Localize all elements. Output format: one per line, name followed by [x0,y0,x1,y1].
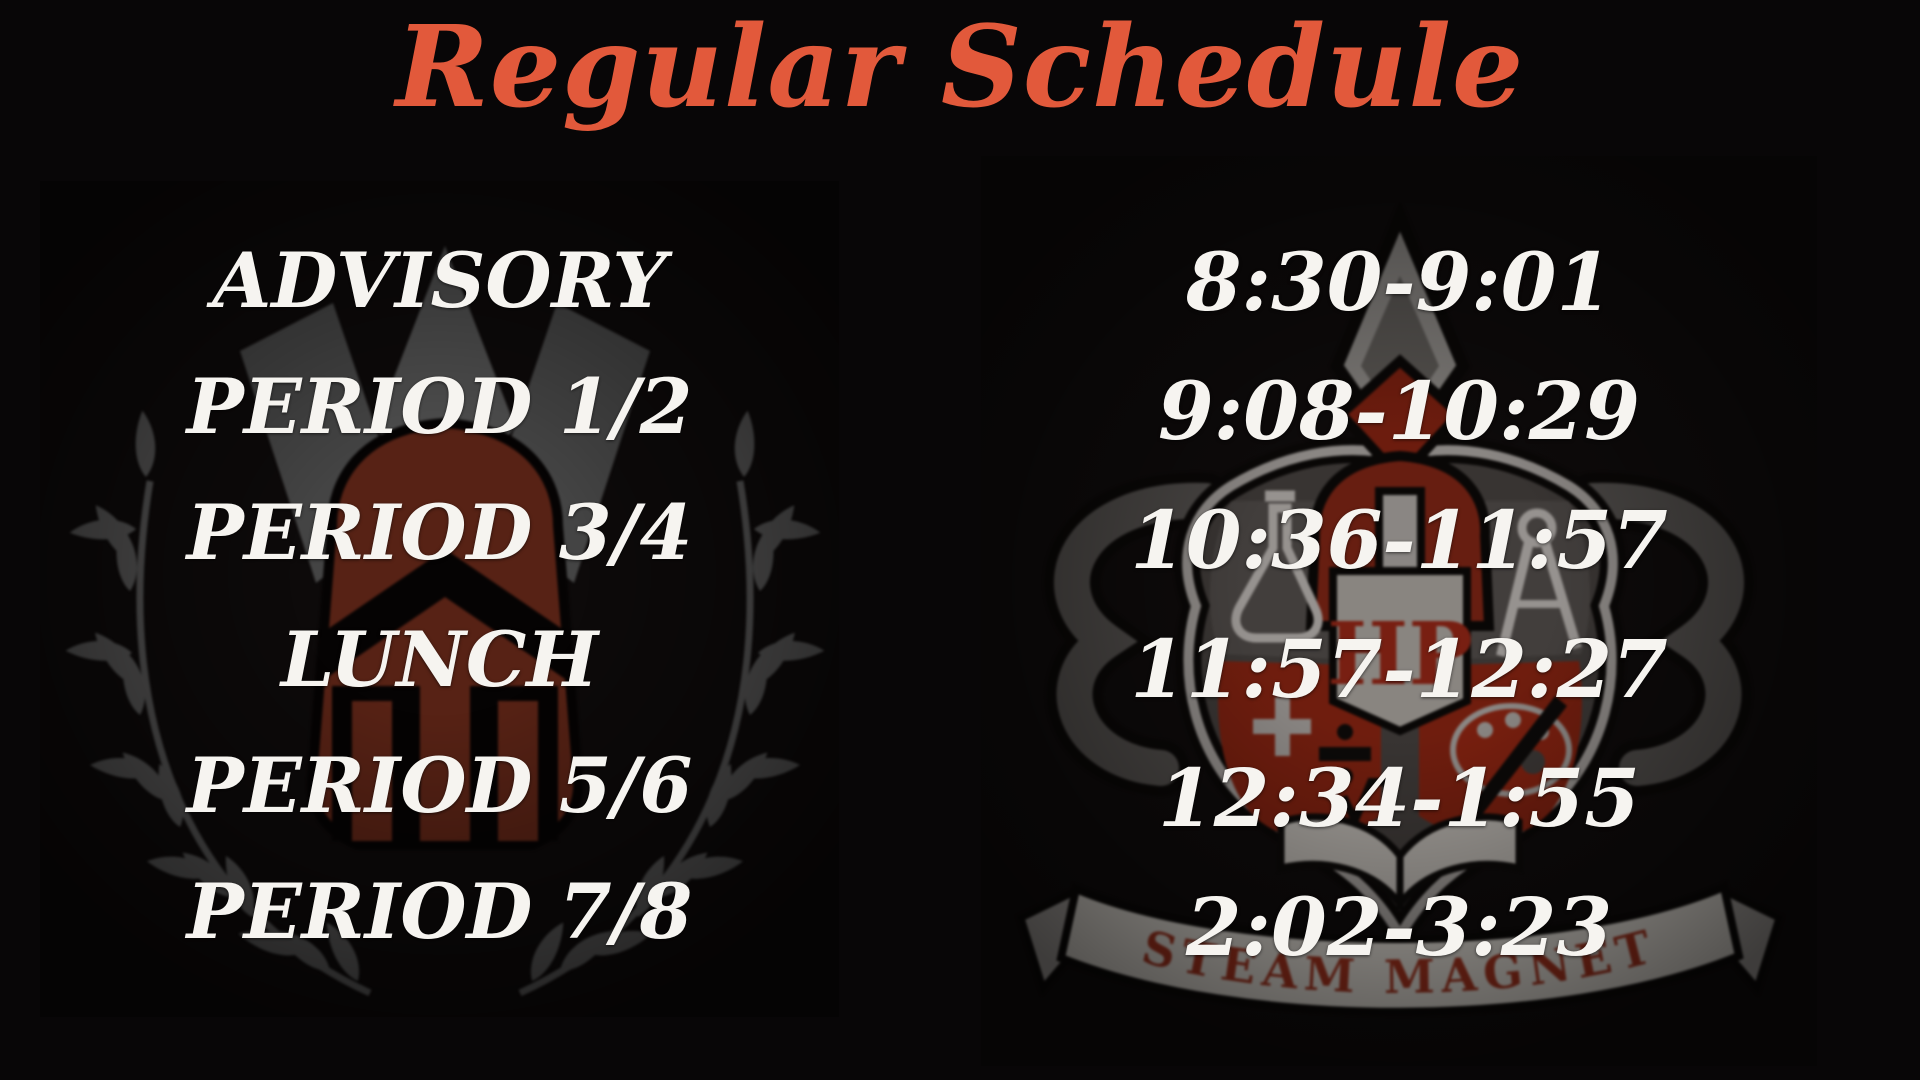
period-label: PERIOD 1/2 [186,362,693,452]
period-label: ADVISORY [212,236,667,325]
period-label: LUNCH [280,614,599,704]
time-value: 11:57-12:27 [1130,622,1668,716]
time-value: 12:34-1:55 [1158,751,1640,845]
period-label: PERIOD 7/8 [186,866,693,956]
time-value: 2:02-3:23 [1185,880,1613,974]
time-list: 8:30-9:01 9:08-10:29 10:36-11:57 11:57-1… [981,237,1817,972]
period-label: PERIOD 3/4 [186,488,693,578]
time-value: 8:30-9:01 [1185,235,1613,329]
time-value: 9:08-10:29 [1158,364,1640,458]
period-label: PERIOD 5/6 [186,740,693,830]
times-panel: HP [981,156,1817,1066]
time-value: 10:36-11:57 [1130,493,1668,587]
period-list: ADVISORY PERIOD 1/2 PERIOD 3/4 LUNCH PER… [40,236,839,957]
periods-panel: ADVISORY PERIOD 1/2 PERIOD 3/4 LUNCH PER… [40,181,839,1017]
page-title: Regular Schedule [395,2,1525,133]
